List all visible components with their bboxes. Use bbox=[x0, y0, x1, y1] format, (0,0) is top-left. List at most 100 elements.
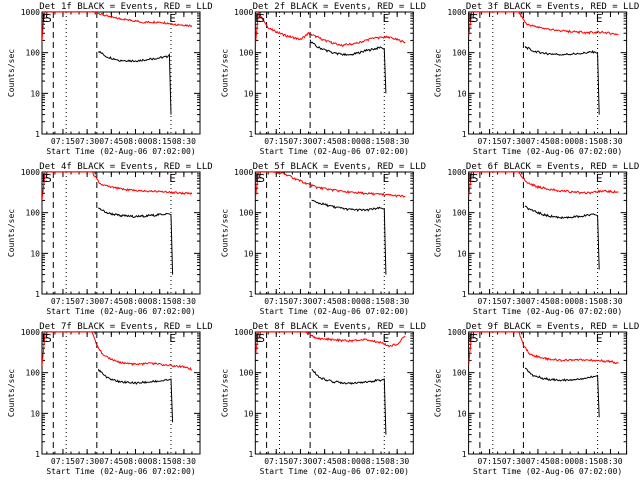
x-tick-label: 07:30 bbox=[502, 457, 526, 466]
x-tick-label: 07:30 bbox=[502, 137, 526, 146]
plot-frame bbox=[41, 11, 201, 135]
lld-rate-line bbox=[468, 12, 619, 37]
y-tick-label: 100 bbox=[26, 209, 41, 218]
chart-title: Det 5f BLACK = Events, RED = LLD bbox=[253, 162, 426, 172]
y-tick-label: 1000 bbox=[21, 8, 40, 17]
event-marker-label: E bbox=[42, 332, 49, 345]
y-tick-label: 1000 bbox=[234, 8, 253, 17]
y-tick-label: 1000 bbox=[234, 168, 253, 177]
event-marker-label: E bbox=[255, 12, 262, 25]
y-axis-label: Counts/sec bbox=[220, 49, 229, 97]
x-tick-label: 07:30 bbox=[288, 297, 312, 306]
plot-frame bbox=[254, 331, 414, 455]
y-tick-label: 10 bbox=[30, 249, 40, 258]
x-tick-label: 08:30 bbox=[598, 137, 622, 146]
y-tick-label: 1 bbox=[462, 130, 467, 139]
chart-title: Det 3f BLACK = Events, RED = LLD bbox=[466, 2, 639, 12]
x-axis-label: Start Time (02-Aug-06 07:02:00) bbox=[46, 467, 195, 476]
x-tick-label: 07:45 bbox=[526, 457, 550, 466]
x-tick-label: 07:15 bbox=[264, 137, 288, 146]
x-tick-label: 07:15 bbox=[478, 457, 502, 466]
lld-rate-line bbox=[255, 172, 406, 199]
x-tick-label: 07:45 bbox=[313, 137, 337, 146]
x-axis-label: Start Time (02-Aug-06 07:02:00) bbox=[473, 307, 622, 316]
y-tick-label: 100 bbox=[452, 49, 467, 58]
y-tick-label: 10 bbox=[30, 409, 40, 418]
y-tick-label: 100 bbox=[239, 369, 254, 378]
y-tick-label: 100 bbox=[452, 369, 467, 378]
x-tick-label: 08:00 bbox=[337, 457, 361, 466]
y-tick-label: 100 bbox=[26, 369, 41, 378]
x-tick-label: 08:30 bbox=[172, 137, 196, 146]
x-tick-label: 07:15 bbox=[264, 297, 288, 306]
event-rate-line bbox=[98, 207, 174, 275]
event-marker-label: E bbox=[255, 172, 262, 185]
y-tick-label: 1 bbox=[462, 450, 467, 459]
x-tick-label: 08:00 bbox=[337, 137, 361, 146]
x-tick-label: 08:15 bbox=[361, 137, 385, 146]
event-marker-label: E bbox=[169, 332, 176, 345]
y-tick-label: 1 bbox=[248, 130, 253, 139]
lld-rate-line bbox=[42, 332, 193, 371]
event-marker-label: S bbox=[472, 12, 479, 25]
event-rate-line bbox=[524, 367, 600, 418]
x-tick-label: 07:30 bbox=[75, 457, 99, 466]
x-tick-label: 07:15 bbox=[51, 297, 75, 306]
chart-panel: Det 7f BLACK = Events, RED = LLD 1 10 100 10… bbox=[7, 322, 213, 476]
event-marker-label: S bbox=[45, 12, 52, 25]
event-marker-label: E bbox=[469, 172, 476, 185]
event-marker-label: S bbox=[472, 332, 479, 345]
y-tick-label: 1000 bbox=[21, 168, 40, 177]
event-marker-label: E bbox=[169, 172, 176, 185]
x-tick-label: 07:15 bbox=[264, 457, 288, 466]
y-tick-label: 10 bbox=[244, 249, 254, 258]
x-tick-label: 07:45 bbox=[526, 297, 550, 306]
event-marker-label: E bbox=[383, 332, 390, 345]
chart-title: Det 7f BLACK = Events, RED = LLD bbox=[39, 322, 212, 332]
y-tick-label: 1000 bbox=[21, 328, 40, 337]
chart-panel: Det 5f BLACK = Events, RED = LLD 1 10 100 10… bbox=[220, 162, 426, 316]
lld-rate-line bbox=[468, 332, 619, 366]
x-axis-label: Start Time (02-Aug-06 07:02:00) bbox=[260, 147, 409, 156]
y-tick-label: 1 bbox=[462, 290, 467, 299]
chart-panel: Det 2f BLACK = Events, RED = LLD 1 10 100 10… bbox=[220, 2, 426, 156]
y-tick-label: 10 bbox=[457, 409, 467, 418]
event-rate-line bbox=[524, 45, 600, 115]
x-axis-label: Start Time (02-Aug-06 07:02:00) bbox=[260, 467, 409, 476]
lld-rate-line bbox=[42, 12, 193, 43]
x-tick-label: 08:30 bbox=[385, 137, 409, 146]
x-tick-label: 08:30 bbox=[385, 457, 409, 466]
y-axis-label: Counts/sec bbox=[220, 369, 229, 417]
x-axis-label: Start Time (02-Aug-06 07:02:00) bbox=[46, 147, 195, 156]
x-tick-label: 08:00 bbox=[123, 297, 147, 306]
x-tick-label: 07:30 bbox=[288, 457, 312, 466]
x-tick-label: 07:30 bbox=[75, 137, 99, 146]
y-axis-label: Counts/sec bbox=[434, 49, 443, 97]
y-tick-label: 1000 bbox=[447, 8, 466, 17]
plot-frame bbox=[254, 171, 414, 295]
x-tick-label: 08:00 bbox=[337, 297, 361, 306]
y-tick-label: 10 bbox=[244, 409, 254, 418]
chart-title: Det 9f BLACK = Events, RED = LLD bbox=[466, 322, 639, 332]
event-marker-label: E bbox=[169, 12, 176, 25]
x-tick-label: 07:15 bbox=[51, 137, 75, 146]
x-axis-label: Start Time (02-Aug-06 07:02:00) bbox=[473, 467, 622, 476]
plot-frame bbox=[468, 171, 628, 295]
event-marker-label: E bbox=[469, 332, 476, 345]
x-tick-label: 08:00 bbox=[550, 137, 574, 146]
x-tick-label: 08:15 bbox=[361, 457, 385, 466]
event-marker-label: E bbox=[469, 12, 476, 25]
x-tick-label: 08:00 bbox=[123, 137, 147, 146]
chart-title: Det 2f BLACK = Events, RED = LLD bbox=[253, 2, 426, 12]
chart-panel: Det 3f BLACK = Events, RED = LLD 1 10 100 10… bbox=[434, 2, 640, 156]
y-tick-label: 1 bbox=[248, 450, 253, 459]
chart-panel: Det 6f BLACK = Events, RED = LLD 1 10 100 10… bbox=[434, 162, 640, 316]
event-rate-line bbox=[524, 205, 600, 270]
x-tick-label: 07:45 bbox=[526, 137, 550, 146]
event-marker-label: S bbox=[472, 172, 479, 185]
y-axis-label: Counts/sec bbox=[434, 209, 443, 257]
x-tick-label: 08:00 bbox=[550, 297, 574, 306]
x-tick-label: 07:15 bbox=[51, 457, 75, 466]
event-marker-label: E bbox=[383, 172, 390, 185]
y-axis-label: Counts/sec bbox=[7, 209, 16, 257]
